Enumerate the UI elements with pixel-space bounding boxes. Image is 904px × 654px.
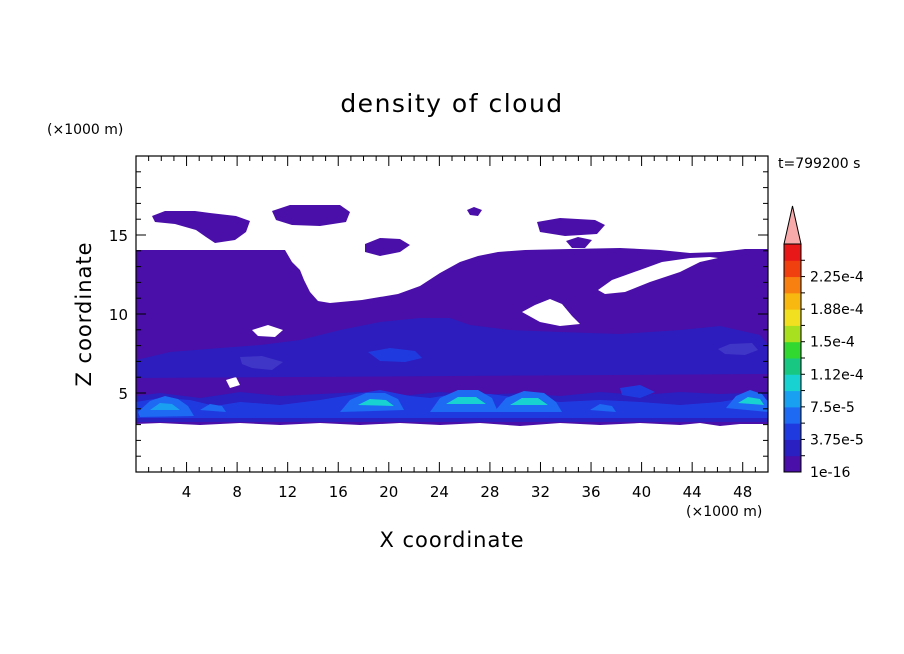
cloud-patch bbox=[272, 205, 350, 226]
colorbar-swatch bbox=[784, 423, 801, 440]
y-tick-label: 10 bbox=[109, 306, 128, 324]
clear-gap bbox=[226, 377, 240, 388]
y-unit-label: (×1000 m) bbox=[47, 122, 123, 138]
colorbar-swatch bbox=[784, 390, 801, 408]
dense-core bbox=[150, 403, 180, 410]
clear-gap bbox=[252, 325, 283, 337]
colorbar-swatch bbox=[784, 455, 801, 473]
density-band-2 bbox=[136, 318, 768, 378]
cloud-patch bbox=[566, 237, 592, 248]
colorbar-swatch bbox=[784, 406, 801, 424]
dense-core bbox=[590, 404, 616, 412]
colorbar-swatch bbox=[784, 358, 801, 375]
colorbar-label: 7.5e-5 bbox=[810, 400, 855, 416]
x-tick-label: 4 bbox=[182, 483, 192, 501]
y-tick-label: 15 bbox=[109, 227, 128, 245]
time-label: t=799200 s bbox=[778, 156, 860, 172]
colorbar-label: 1e-16 bbox=[810, 465, 850, 481]
colorbar-swatch bbox=[784, 276, 801, 294]
density-band-3 bbox=[368, 348, 422, 362]
clear-gap bbox=[522, 299, 580, 326]
cloud-patch bbox=[537, 218, 605, 236]
cloud-patch bbox=[365, 238, 410, 256]
colorbar-swatch bbox=[784, 292, 801, 310]
colorbar-label: 3.75e-5 bbox=[810, 432, 864, 448]
colorbar-swatch bbox=[784, 260, 801, 278]
x-axis: 4 8 12 16 20 24 28 32 36 40 44 48 bbox=[148, 156, 756, 501]
x-tick-label: 32 bbox=[531, 483, 550, 501]
colorbar-swatch bbox=[784, 341, 801, 359]
colorbar-swatch bbox=[784, 244, 801, 261]
x-tick-label: 24 bbox=[430, 483, 449, 501]
y-axis: 5 10 15 bbox=[109, 171, 768, 457]
colorbar-label: 1.5e-4 bbox=[810, 335, 855, 351]
cloud-patch bbox=[467, 207, 482, 216]
colorbar-label: 1.88e-4 bbox=[810, 302, 864, 318]
colorbar-swatch bbox=[784, 309, 801, 326]
x-tick-label: 20 bbox=[379, 483, 398, 501]
colorbar-swatch bbox=[784, 374, 801, 392]
dense-core bbox=[738, 397, 764, 405]
x-axis-label: X coordinate bbox=[379, 528, 524, 552]
colorbar-swatch bbox=[784, 325, 801, 343]
x-tick-label: 8 bbox=[232, 483, 242, 501]
dense-core bbox=[510, 398, 548, 405]
chart-title: density of cloud bbox=[340, 89, 563, 118]
x-tick-label: 44 bbox=[683, 483, 702, 501]
x-tick-label: 48 bbox=[733, 483, 752, 501]
x-tick-label: 28 bbox=[480, 483, 499, 501]
clear-gap bbox=[598, 257, 718, 294]
density-field bbox=[136, 205, 768, 426]
x-tick-label: 36 bbox=[581, 483, 600, 501]
dense-core bbox=[446, 397, 486, 404]
y-axis-label: Z coordinate bbox=[72, 241, 96, 386]
x-unit-label: (×1000 m) bbox=[686, 504, 762, 520]
y-tick-label: 5 bbox=[118, 385, 128, 403]
colorbar-label: 1.12e-4 bbox=[810, 367, 864, 383]
colorbar-swatch bbox=[784, 439, 801, 457]
colorbar: 1e-16 3.75e-5 7.5e-5 1.12e-4 1.5e-4 1.88e-4 2.… bbox=[783, 205, 864, 481]
colorbar-label: 2.25e-4 bbox=[810, 270, 864, 286]
x-tick-label: 12 bbox=[278, 483, 297, 501]
density-band-3 bbox=[620, 385, 655, 398]
dense-core bbox=[358, 399, 394, 406]
x-tick-label: 16 bbox=[329, 483, 348, 501]
colorbar-extend-arrow bbox=[783, 205, 802, 245]
x-tick-label: 40 bbox=[632, 483, 651, 501]
cloud-patch bbox=[152, 211, 250, 243]
dense-core bbox=[200, 404, 226, 412]
